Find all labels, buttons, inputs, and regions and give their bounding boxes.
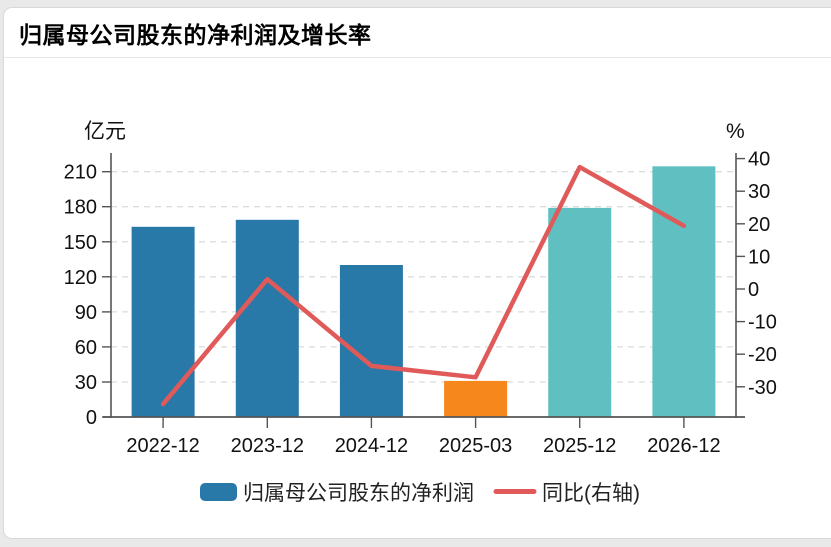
bar-2025-12[interactable] xyxy=(548,207,612,417)
x-axis-label: 2026-12 xyxy=(647,435,720,457)
x-axis-label: 2025-12 xyxy=(543,435,616,457)
bar-2023-12[interactable] xyxy=(235,219,299,417)
left-axis-tick-label: 90 xyxy=(75,302,97,324)
left-axis-tick-label: 30 xyxy=(75,372,97,394)
bar-2022-12[interactable] xyxy=(131,226,195,417)
left-axis-tick-label: 60 xyxy=(75,337,97,359)
right-axis-tick-label: 30 xyxy=(748,181,770,203)
x-axis-label: 2025-03 xyxy=(439,435,512,457)
legend-bar-label[interactable]: 归属母公司股东的净利润 xyxy=(243,482,474,505)
bar-2024-12[interactable] xyxy=(339,265,403,417)
right-axis-tick-label: 10 xyxy=(748,246,770,268)
right-axis-tick-label: 20 xyxy=(748,214,770,236)
yoy-growth-line xyxy=(160,164,687,407)
x-axis-label: 2024-12 xyxy=(335,435,408,457)
legend-bar-swatch[interactable] xyxy=(200,483,237,501)
left-axis-tick-label: 150 xyxy=(64,232,97,254)
right-axis-tick-label: -20 xyxy=(748,344,777,366)
x-axis-label: 2023-12 xyxy=(231,435,304,457)
legend-line-label[interactable]: 同比(右轴) xyxy=(542,482,640,505)
bar-2025-03[interactable] xyxy=(444,380,508,417)
left-axis-tick-label: 120 xyxy=(64,267,97,289)
right-axis-unit-label: % xyxy=(726,120,745,143)
chart-title: 归属母公司股东的净利润及增长率 xyxy=(19,21,372,48)
right-axis-tick-label: 40 xyxy=(748,149,770,171)
left-axis-tick-label: 210 xyxy=(64,162,97,184)
x-axis-label: 2022-12 xyxy=(126,435,199,457)
left-axis-unit-label: 亿元 xyxy=(84,120,126,143)
bar-2026-12[interactable] xyxy=(652,166,716,417)
right-axis-tick-label: -30 xyxy=(748,377,777,399)
right-axis-tick-label: -10 xyxy=(748,312,777,334)
left-axis-tick-label: 180 xyxy=(64,197,97,219)
right-axis-tick-label: 0 xyxy=(748,279,759,301)
left-axis-tick-label: 0 xyxy=(86,407,97,429)
chart-card-header: 归属母公司股东的净利润及增长率 xyxy=(4,8,831,58)
